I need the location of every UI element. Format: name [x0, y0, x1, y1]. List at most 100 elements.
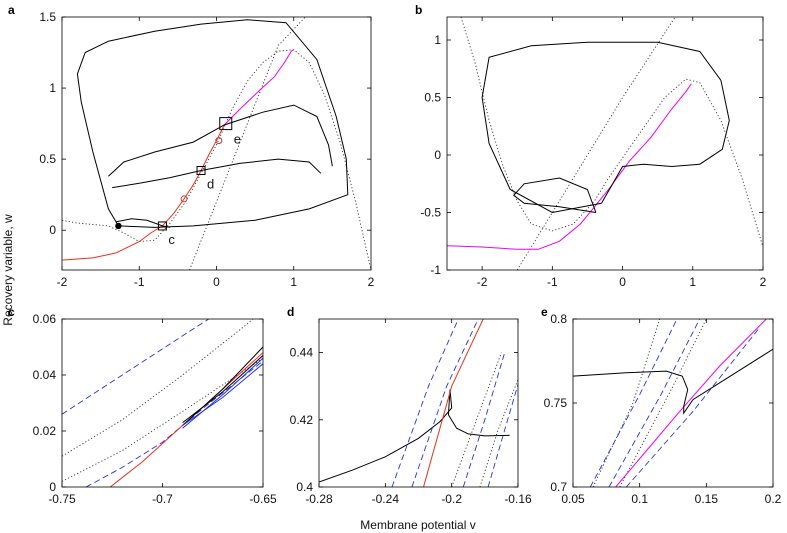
series-e-magenta [615, 319, 767, 487]
plot-area-c [62, 319, 263, 487]
y-tick-label: 0.5 [424, 91, 441, 105]
zoom-box-e [219, 117, 233, 131]
axes-frame-c [61, 318, 264, 488]
fixed-point-marker [115, 222, 122, 230]
y-tick-label: -1 [430, 263, 441, 277]
y-tick-label: 0.02 [33, 424, 57, 438]
series-e-dash3 [625, 327, 761, 487]
y-tick-label: 0.8 [550, 312, 567, 326]
series-c-black-a [182, 346, 263, 426]
panel-c: -0.75 -0.7 -0.65 0 0.02 0.04 0.06 c [8, 305, 277, 506]
y-tick-label: -0.5 [420, 206, 441, 220]
series-d-dot1 [451, 352, 502, 487]
series-c-blue-b [182, 363, 263, 426]
series-a-orbit-e [108, 104, 333, 177]
series-d-red [423, 319, 484, 487]
series-e-dot2 [619, 319, 707, 487]
x-tick-label: -0.65 [249, 492, 277, 506]
plot-area-e [573, 319, 773, 487]
y-tick-label: 0.7 [550, 480, 567, 494]
x-tick-label: -0.75 [48, 492, 76, 506]
axes-frame-e [572, 318, 774, 488]
series-b-w-nullcline [516, 17, 676, 270]
series-c-blue-a [182, 357, 263, 429]
series-b-big-orbit [481, 41, 730, 214]
x-tick-label: -0.7 [152, 492, 173, 506]
x-tick-label: 1 [290, 275, 297, 289]
axes-frame-b [446, 16, 764, 271]
y-tick-label: 0.06 [33, 312, 57, 326]
y-tick-label: 0.42 [290, 413, 314, 427]
axes-frame-a [61, 16, 372, 271]
x-axis-label: Membrane potential v [360, 518, 475, 532]
y-tick-label: 0.4 [296, 480, 313, 494]
axes-frame-d [318, 318, 519, 488]
series-e-dash2 [608, 319, 701, 487]
x-tick-label: 0 [213, 275, 220, 289]
series-d-black [319, 389, 510, 483]
series-d-dash1 [391, 319, 459, 487]
y-tick-label: 0.75 [544, 396, 568, 410]
x-tick-label: -0.24 [372, 492, 400, 506]
panel-a: c d e -2 -1 0 1 2 0 0.5 1 1.5 a [8, 3, 375, 289]
y-tick-label: 0 [49, 223, 56, 237]
y-tick-label: 0.5 [39, 152, 56, 166]
x-tick-label: 0.2 [765, 492, 782, 506]
y-tick-label: 0.04 [33, 368, 57, 382]
zoom-box-label-d: d [207, 177, 214, 192]
series-c-black-b [182, 355, 263, 423]
x-tick-label: 0.05 [561, 492, 585, 506]
panel-label-c: c [8, 305, 15, 319]
series-e-dot1 [592, 319, 661, 487]
panel-label-e: e [541, 305, 548, 319]
panel-d: -0.28 -0.24 -0.2 -0.16 0.4 0.42 0.44 d [287, 305, 532, 506]
series-a-v-nullcline [62, 49, 371, 270]
panel-label-b: b [415, 3, 422, 17]
series-a-stable-manifold [62, 124, 225, 261]
series-a-w-nullcline [189, 17, 306, 270]
y-tick-label: 0 [49, 480, 56, 494]
series-d-dash4 [487, 384, 518, 487]
series-b-small-orbit [512, 177, 597, 213]
plot-area-a [62, 17, 371, 270]
x-tick-label: 0 [619, 275, 626, 289]
plot-area-d [319, 319, 518, 487]
series-d-dash2 [411, 319, 479, 487]
series-c-dash2 [85, 360, 263, 487]
x-tick-label: 0.1 [631, 492, 648, 506]
circle-marker [215, 137, 223, 145]
y-axis-label: Recovery variable, w [1, 214, 15, 326]
series-b-manifold [447, 83, 692, 250]
x-tick-label: -2 [57, 275, 68, 289]
plot-area-b [447, 17, 763, 270]
x-tick-label: 2 [368, 275, 375, 289]
y-tick-label: 1 [49, 81, 56, 95]
series-a-unstable-branch [223, 49, 295, 126]
x-tick-label: 2 [760, 275, 767, 289]
x-tick-label: -0.28 [305, 492, 333, 506]
series-a-orbit-d [112, 158, 322, 189]
series-e-black [573, 348, 773, 415]
y-tick-label: 0 [434, 148, 441, 162]
x-tick-label: -1 [547, 275, 558, 289]
panel-label-d: d [287, 305, 294, 319]
x-tick-label: 1 [689, 275, 696, 289]
x-tick-label: -1 [134, 275, 145, 289]
zoom-box-label-c: c [168, 232, 175, 247]
panel-b: -2 -1 0 1 2 -1 -0.5 0 0.5 1 b [415, 3, 767, 289]
series-d-dot2 [479, 379, 518, 487]
zoom-box-c [157, 221, 167, 231]
zoom-box-label-e: e [234, 132, 241, 147]
x-tick-label: 0.15 [695, 492, 719, 506]
series-a-outer-orbit [76, 19, 349, 228]
series-a-orbit-c [116, 218, 171, 228]
x-tick-label: -0.2 [441, 492, 462, 506]
x-tick-label: -0.16 [504, 492, 532, 506]
x-tick-label: -2 [477, 275, 488, 289]
y-tick-label: 0.44 [290, 346, 314, 360]
series-d-dash3 [462, 352, 506, 487]
panel-label-a: a [8, 3, 15, 17]
series-c-dot2 [62, 357, 263, 482]
zoom-box-d [196, 166, 206, 176]
